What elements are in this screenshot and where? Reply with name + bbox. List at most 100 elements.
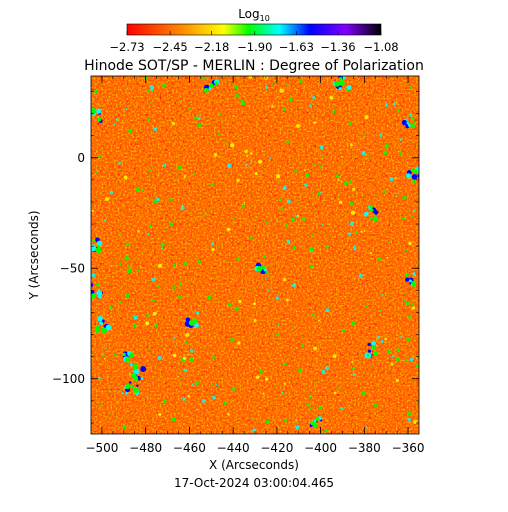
patch-speck: [218, 314, 221, 317]
patch-speck: [168, 222, 174, 227]
colorbar-tick-label: −2.45: [152, 40, 187, 54]
patch-speck: [409, 358, 414, 362]
patch-speck: [151, 278, 156, 282]
patch-speck: [105, 196, 109, 201]
patch-speck: [397, 109, 401, 113]
patch-speck: [226, 412, 230, 416]
patch-speck: [118, 262, 122, 266]
strong-field-speck: [373, 351, 379, 357]
strong-field-speck: [131, 372, 137, 378]
patch-speck: [349, 221, 355, 226]
patch-speck: [288, 97, 293, 102]
patch-speck: [152, 299, 156, 303]
x-tick-label: −460: [173, 441, 206, 455]
patch-speck: [171, 417, 177, 422]
patch-speck: [195, 381, 199, 386]
strong-field-speck: [209, 83, 214, 88]
patch-speck: [404, 299, 406, 302]
strong-field-speck: [140, 366, 147, 373]
patch-speck: [298, 368, 303, 373]
strong-field-speck: [96, 325, 100, 329]
patch-speck: [365, 305, 368, 308]
patch-speck: [337, 178, 340, 181]
patch-speck: [282, 107, 287, 111]
patch-speck: [390, 172, 392, 175]
patch-speck: [236, 257, 240, 261]
patch-speck: [286, 84, 289, 87]
patch-speck: [311, 264, 315, 267]
patch-speck: [361, 391, 366, 396]
strong-field-speck: [125, 391, 128, 395]
patch-speck: [313, 346, 318, 351]
patch-speck: [156, 197, 160, 202]
patch-speck: [234, 306, 239, 311]
patch-speck: [390, 362, 394, 366]
patch-speck: [234, 93, 239, 98]
patch-speck: [344, 226, 347, 229]
patch-speck: [395, 194, 398, 196]
patch-speck: [122, 122, 124, 124]
strong-field-speck: [128, 381, 132, 384]
patch-speck: [237, 341, 241, 345]
strong-field-speck: [214, 81, 218, 86]
patch-speck: [361, 151, 366, 156]
patch-speck: [313, 164, 316, 166]
patch-speck: [224, 229, 226, 231]
patch-speck: [230, 143, 235, 148]
patch-speck: [217, 133, 221, 136]
patch-speck: [286, 239, 291, 244]
patch-speck: [109, 413, 111, 416]
strong-field-speck: [101, 327, 108, 334]
patch-speck: [102, 355, 104, 357]
strong-field-speck: [97, 316, 103, 322]
patch-speck: [295, 425, 300, 430]
patch-speck: [132, 323, 137, 328]
patch-speck: [349, 201, 354, 206]
patch-speck: [253, 318, 257, 322]
patch-speck: [129, 374, 132, 376]
patch-speck: [351, 367, 355, 370]
patch-speck: [183, 368, 188, 373]
patch-speck: [276, 220, 279, 223]
strong-field-speck: [342, 76, 346, 80]
colorbar-tick-label: −1.63: [279, 40, 314, 54]
patch-speck: [266, 289, 270, 292]
strong-field-speck: [334, 81, 341, 87]
patch-speck: [162, 83, 167, 88]
patch-speck: [379, 133, 383, 137]
patch-speck: [406, 336, 411, 342]
patch-speck: [157, 285, 160, 288]
patch-speck: [413, 419, 418, 424]
y-axis: 0 −50 −100: [52, 91, 419, 424]
patch-speck: [91, 273, 96, 278]
patch-speck: [301, 216, 306, 221]
x-tick-label: −500: [85, 441, 118, 455]
strong-field-speck: [408, 279, 412, 283]
patch-speck: [125, 107, 128, 110]
patch-speck: [367, 156, 370, 159]
patch-speck: [210, 183, 214, 187]
patch-speck: [311, 233, 314, 236]
patch-speck: [369, 251, 373, 255]
patch-speck: [265, 308, 267, 311]
patch-speck: [177, 165, 183, 171]
patch-speck: [283, 362, 287, 366]
strong-field-speck: [412, 272, 416, 276]
patch-speck: [317, 319, 321, 322]
strong-field-speck: [133, 376, 139, 381]
patch-speck: [240, 99, 244, 103]
patch-speck: [122, 425, 127, 429]
strong-field-speck: [411, 282, 416, 287]
patch-speck: [265, 118, 268, 121]
patch-speck: [301, 344, 305, 348]
patch-speck: [190, 349, 194, 353]
patch-speck: [230, 337, 235, 342]
strong-field-speck: [192, 318, 198, 324]
strong-field-speck: [124, 357, 131, 363]
patch-speck: [393, 102, 397, 106]
patch-speck: [377, 256, 382, 261]
patch-speck: [163, 163, 167, 167]
patch-speck: [145, 321, 150, 326]
patch-speck: [280, 207, 284, 211]
patch-speck: [129, 269, 131, 272]
